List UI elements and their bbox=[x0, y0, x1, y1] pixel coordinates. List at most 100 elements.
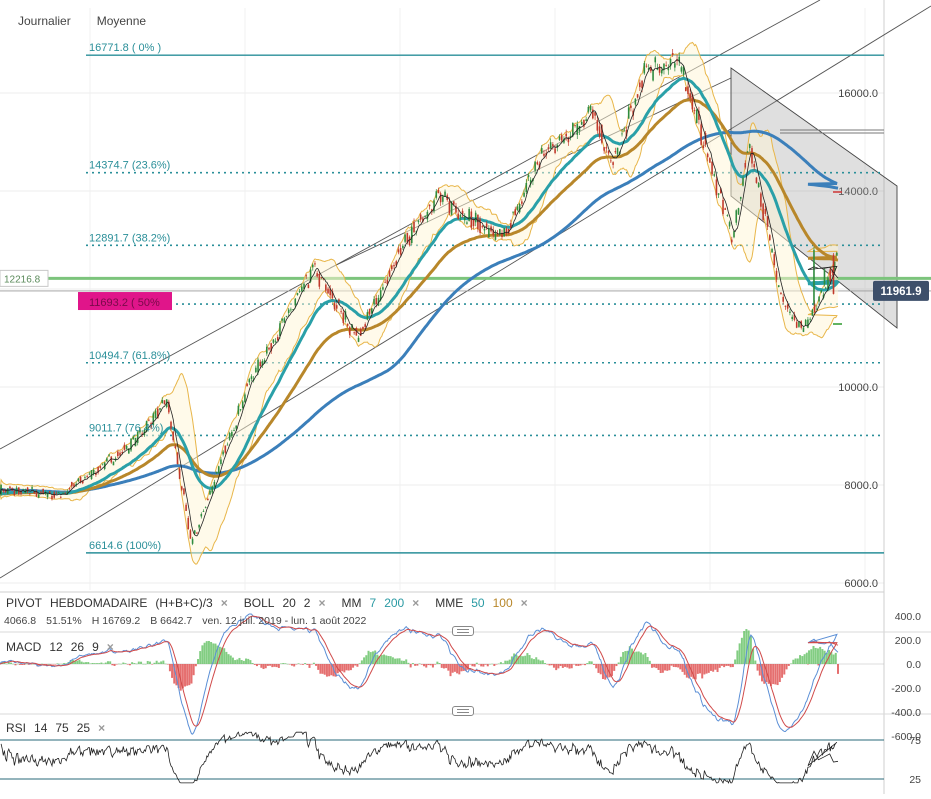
rsi-label[interactable]: RSI bbox=[6, 721, 27, 735]
candle-body bbox=[760, 193, 762, 207]
macd-hist-bar bbox=[164, 663, 167, 665]
candle-body bbox=[660, 69, 663, 74]
candle-body bbox=[75, 483, 77, 486]
candle-body bbox=[303, 283, 305, 289]
mm-param-long: 200 bbox=[384, 596, 405, 610]
candle-body bbox=[463, 216, 466, 221]
macd-hist-bar bbox=[491, 663, 494, 665]
rsi-pane-resize-handle[interactable] bbox=[452, 706, 474, 716]
macd-hist-bar bbox=[312, 662, 315, 664]
macd-hist-bar bbox=[617, 662, 620, 664]
macd-hist-bar bbox=[277, 664, 280, 668]
candle-body bbox=[720, 188, 722, 194]
period-selector[interactable]: Journalier bbox=[18, 14, 71, 28]
mm-close-icon[interactable]: × bbox=[412, 596, 420, 610]
candle-body bbox=[782, 296, 784, 302]
candle-body bbox=[737, 208, 740, 215]
macd-hist-bar bbox=[747, 630, 750, 664]
candle-body bbox=[503, 227, 506, 237]
macd-hist-bar bbox=[622, 652, 625, 664]
candle-body bbox=[37, 494, 40, 498]
candle-body bbox=[818, 296, 820, 302]
candle-body bbox=[713, 174, 716, 176]
macd-hist-bar bbox=[592, 664, 595, 665]
channel-lower-line bbox=[0, 5, 931, 579]
pivot-label[interactable]: PIVOT bbox=[6, 596, 43, 610]
candle-body bbox=[485, 223, 488, 228]
macd-close-icon[interactable]: × bbox=[106, 640, 114, 654]
macd-hist-bar bbox=[765, 664, 768, 683]
candle-body bbox=[437, 190, 440, 194]
candle-body bbox=[406, 232, 409, 243]
stat-change-pct: 51.51% bbox=[46, 615, 82, 627]
rsi-close-icon[interactable]: × bbox=[98, 721, 106, 735]
rsi-param-lower: 25 bbox=[76, 721, 91, 735]
candle-body bbox=[722, 199, 724, 215]
macd-hist-bar bbox=[701, 664, 704, 679]
macd-hist-bar bbox=[561, 664, 564, 668]
boll-close-icon[interactable]: × bbox=[318, 596, 326, 610]
macd-hist-bar bbox=[266, 664, 269, 666]
macd-hist-bar bbox=[595, 664, 598, 669]
rsi-axis-label: 25 bbox=[909, 774, 921, 786]
candle-body bbox=[647, 68, 650, 70]
macd-hist-bar bbox=[832, 654, 835, 664]
macd-hist-bar bbox=[699, 664, 702, 674]
chart-type-selector[interactable]: Moyenne bbox=[96, 14, 147, 28]
candle-body bbox=[724, 208, 727, 210]
candle-body bbox=[413, 221, 415, 233]
price-axis-tick-label: 16000.0 bbox=[838, 88, 878, 100]
candle-body bbox=[687, 86, 689, 95]
fib-level-label: 16771.8 ( 0% ) bbox=[89, 42, 161, 54]
candle-body bbox=[674, 63, 676, 68]
candle-body bbox=[689, 93, 691, 99]
mm-label[interactable]: MM bbox=[341, 596, 362, 610]
macd-hist-bar bbox=[434, 664, 437, 665]
macd-hist-bar bbox=[796, 658, 799, 664]
macd-hist-bar bbox=[385, 655, 388, 664]
candle-body bbox=[771, 248, 773, 253]
candle-body bbox=[395, 261, 398, 266]
candle-body bbox=[329, 288, 332, 296]
candle-body bbox=[769, 235, 771, 241]
mme-close-icon[interactable]: × bbox=[520, 596, 528, 610]
candle-body bbox=[643, 63, 646, 74]
candle-body bbox=[474, 212, 477, 223]
candle-body bbox=[426, 211, 429, 220]
candle-body bbox=[239, 409, 242, 411]
macd-hist-bar bbox=[106, 661, 109, 664]
pivot-close-icon[interactable]: × bbox=[220, 596, 228, 610]
boll-label[interactable]: BOLL bbox=[243, 596, 275, 610]
macd-hist-bar bbox=[420, 664, 423, 665]
macd-hist-bar bbox=[504, 660, 507, 664]
macd-hist-bar bbox=[462, 664, 465, 671]
macd-pane-resize-handle[interactable] bbox=[452, 626, 474, 636]
candle-body bbox=[507, 228, 510, 235]
macd-hist-bar bbox=[297, 663, 300, 664]
candle-body bbox=[534, 161, 536, 171]
ma-200-line bbox=[0, 129, 839, 495]
candle-body bbox=[108, 454, 110, 456]
candle-body bbox=[472, 219, 475, 226]
candle-body bbox=[382, 287, 384, 290]
macd-label[interactable]: MACD bbox=[6, 640, 42, 654]
price-axis-tick-label: 10000.0 bbox=[838, 382, 878, 394]
candle-body bbox=[331, 291, 334, 299]
bollinger-upper bbox=[0, 41, 839, 501]
macd-hist-bar bbox=[358, 663, 361, 664]
candle-body bbox=[784, 305, 787, 307]
candle-body bbox=[375, 297, 378, 305]
macd-hist-bar bbox=[262, 664, 265, 670]
candle-body bbox=[791, 316, 793, 320]
macd-hist-bar bbox=[7, 662, 10, 664]
candle-body bbox=[505, 228, 508, 235]
macd-hist-bar bbox=[586, 663, 589, 664]
candle-body bbox=[276, 336, 279, 341]
macd-hist-bar bbox=[242, 660, 245, 664]
candle-body bbox=[625, 129, 628, 137]
macd-hist-bar bbox=[282, 663, 285, 664]
candle-body bbox=[728, 222, 731, 227]
candle-body bbox=[527, 174, 530, 178]
mme-label[interactable]: MME bbox=[435, 596, 464, 610]
